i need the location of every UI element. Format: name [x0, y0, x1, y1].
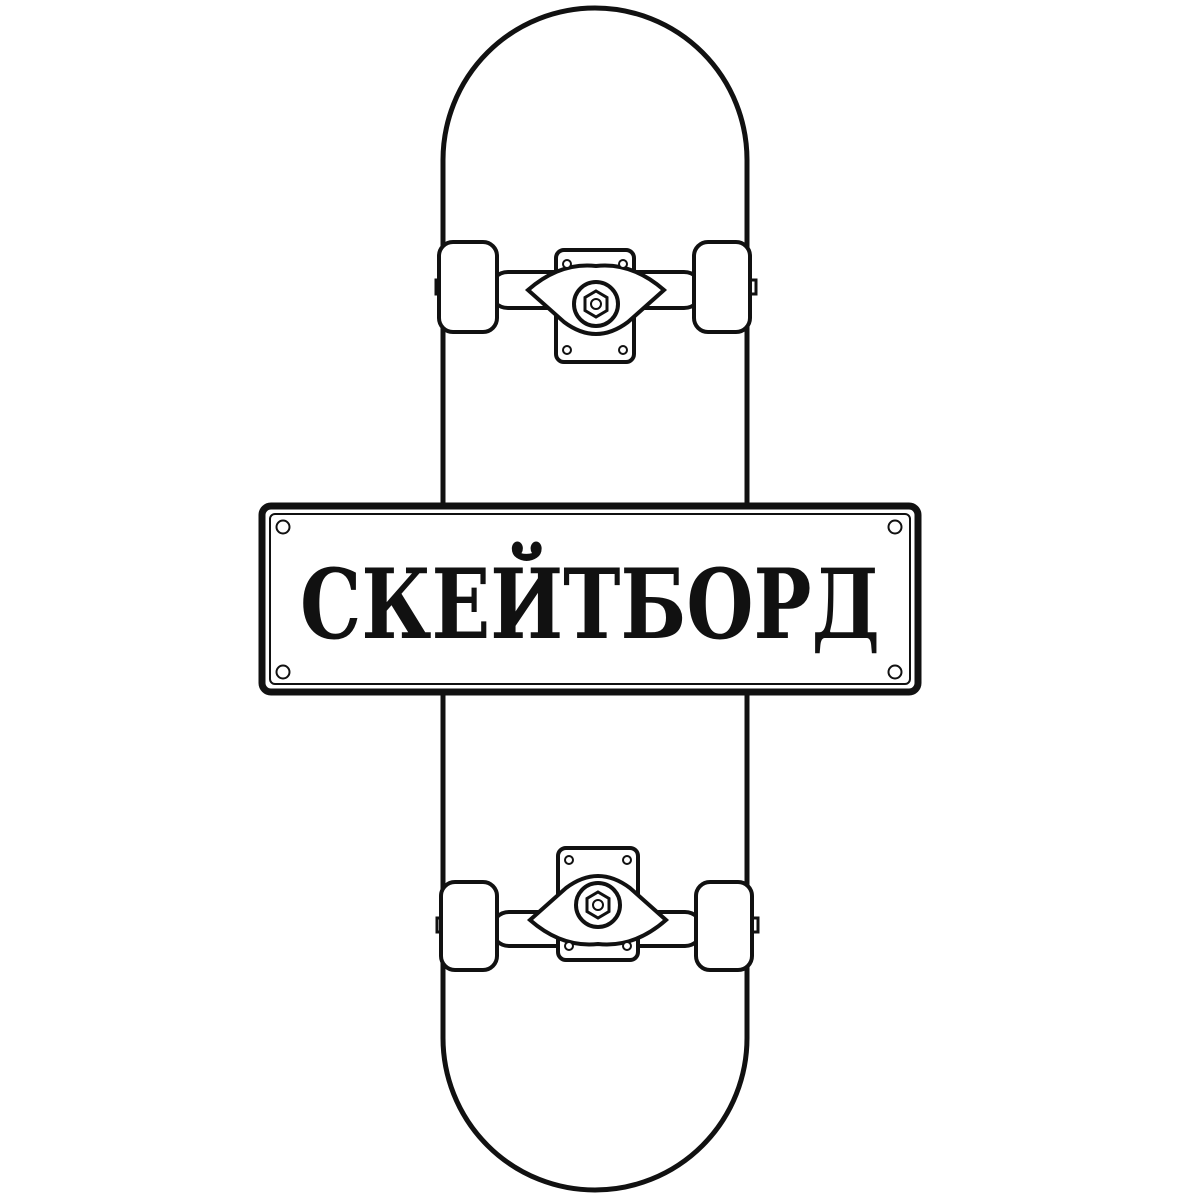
bottom-screw-3 [564, 941, 574, 951]
top-wheel-left [437, 240, 499, 334]
sign-screw-bottom-right [887, 664, 903, 680]
sign-plate-outer [258, 502, 922, 696]
sign-plate-inner [269, 513, 911, 685]
sign-title: СКЕЙТБОРД [300, 542, 880, 661]
bottom-bolt-center [592, 899, 604, 911]
sign-screw-top-left [275, 519, 291, 535]
sign-plate: СКЕЙТБОРД [258, 502, 922, 696]
bottom-screw-1 [564, 855, 574, 865]
sign-screw-bottom-left [275, 664, 291, 680]
top-truck [434, 240, 758, 364]
bottom-truck [435, 846, 760, 972]
top-bolt-center [590, 298, 602, 310]
bottom-wheel-right [694, 880, 754, 972]
bottom-screw-4 [622, 941, 632, 951]
top-wheel-right [692, 240, 752, 334]
sign-screw-top-right [887, 519, 903, 535]
bottom-wheel-left [439, 880, 499, 972]
bottom-screw-2 [622, 855, 632, 865]
top-screw-3 [562, 345, 572, 355]
top-screw-1 [562, 259, 572, 269]
top-screw-4 [618, 345, 628, 355]
top-screw-2 [618, 259, 628, 269]
